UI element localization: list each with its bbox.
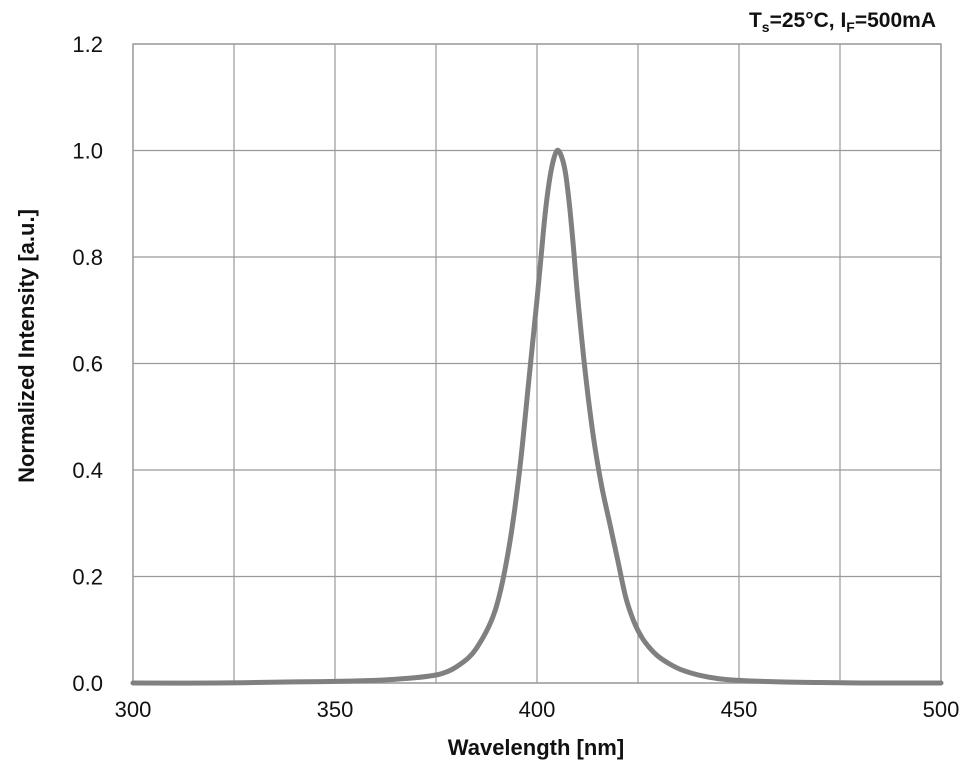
spectrum-line	[130, 147, 944, 686]
y-tick-label: 0.0	[72, 671, 103, 696]
x-tick-label: 300	[115, 697, 152, 722]
y-tick-label: 0.4	[72, 458, 103, 483]
series-layer	[130, 147, 944, 686]
y-tick-label: 0.6	[72, 352, 103, 377]
x-tick-label: 350	[317, 697, 354, 722]
x-axis-title: Wavelength [nm]	[448, 735, 624, 760]
y-tick-label: 1.0	[72, 139, 103, 164]
grid	[132, 43, 942, 684]
y-axis-title: Normalized Intensity [a.u.]	[14, 209, 39, 483]
if-symbol: I	[840, 9, 846, 32]
test-condition-label: Ts=25°C, IF=500mA	[749, 9, 936, 35]
if-subscript: F	[846, 19, 855, 35]
y-tick-label: 0.8	[72, 245, 103, 270]
plot-frame	[132, 43, 942, 684]
y-tick-label: 0.2	[72, 565, 103, 590]
if-value: =500mA	[855, 9, 936, 32]
y-tick-label: 1.2	[72, 32, 103, 57]
x-tick-label: 450	[721, 697, 758, 722]
ts-subscript: s	[762, 19, 770, 35]
x-tick-label: 400	[519, 697, 556, 722]
y-tick-labels: 0.0 0.2 0.4 0.6 0.8 1.0 1.2	[72, 32, 103, 696]
ts-symbol: T	[749, 9, 762, 32]
ts-value: =25°C,	[770, 9, 841, 32]
x-tick-label: 500	[923, 697, 960, 722]
x-tick-labels: 300 350 400 450 500	[115, 697, 960, 722]
